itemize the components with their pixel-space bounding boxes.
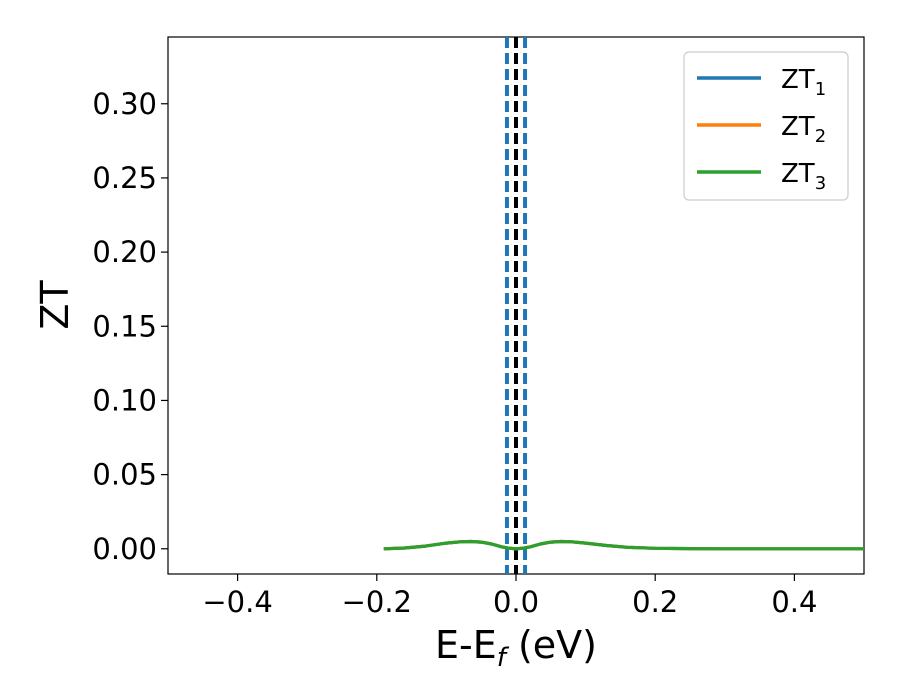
x-tick-label: −0.2 [342,585,412,619]
y-tick-label: 0.05 [92,458,157,492]
series-line-3 [383,539,864,551]
x-axis-label: E-Ef (eV) [435,623,597,673]
x-tick-label: 0.2 [632,585,678,619]
x-tick-label: 0.4 [771,585,817,619]
legend: ZT1 ZT2 ZT3 [683,51,849,201]
y-axis-ticks: 0.00 0.05 0.10 0.15 0.20 0.25 0.30 [92,87,168,566]
legend-label-2: ZT2 [781,112,826,147]
y-tick-label: 0.10 [92,383,157,417]
legend-label-3: ZT3 [781,159,826,194]
x-axis-ticks: −0.4 −0.2 0.0 0.2 0.4 [202,574,817,619]
x-tick-label: −0.4 [202,585,272,619]
y-tick-label: 0.15 [92,309,157,343]
y-axis-label: ZT [33,280,77,330]
legend-label-1: ZT1 [781,65,826,100]
legend-box [683,51,849,201]
x-tick-label: 0.0 [493,585,539,619]
y-tick-label: 0.00 [92,532,157,566]
vertical-reference-lines [504,37,528,574]
y-tick-label: 0.30 [92,87,157,121]
series-lines [383,539,864,551]
y-tick-label: 0.20 [92,235,157,269]
y-tick-label: 0.25 [92,161,157,195]
